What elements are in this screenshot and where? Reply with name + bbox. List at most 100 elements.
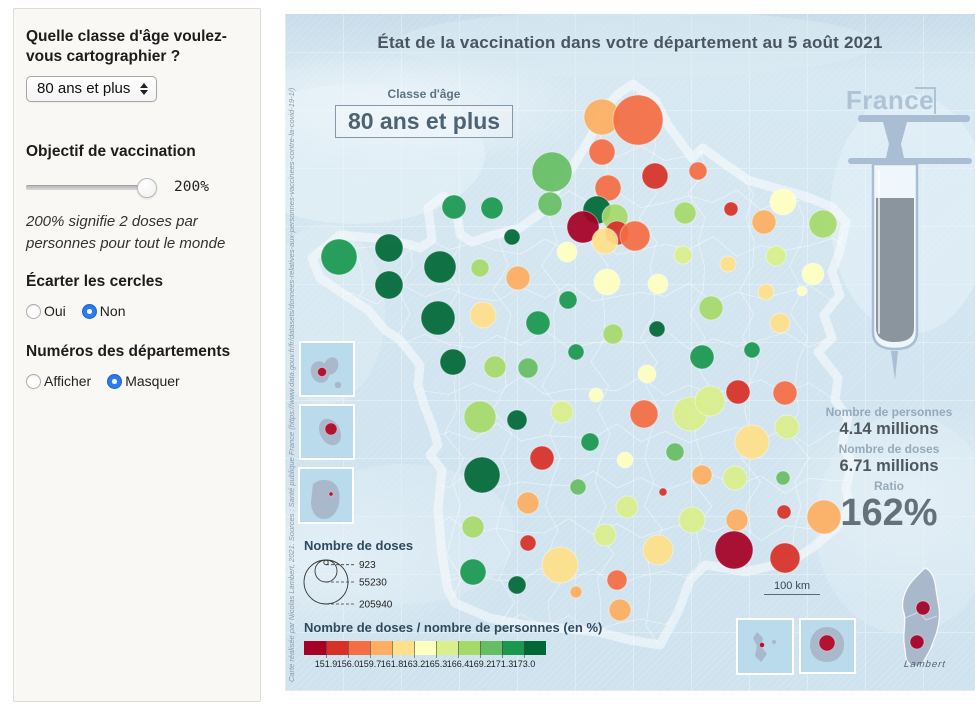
radio-icon[interactable] — [26, 373, 41, 389]
radio-option-masquer[interactable]: Masquer — [107, 373, 180, 389]
radio-option-non[interactable]: Non — [81, 303, 125, 319]
overseas-circle[interactable] — [317, 367, 327, 377]
department-circle[interactable] — [537, 191, 563, 217]
department-circle[interactable] — [516, 491, 540, 515]
overseas-circle[interactable] — [759, 642, 765, 648]
department-circle[interactable] — [776, 504, 792, 520]
department-circle[interactable] — [461, 515, 485, 539]
department-circle[interactable] — [673, 201, 697, 225]
department-circle[interactable] — [616, 451, 634, 469]
department-circle[interactable] — [541, 546, 579, 584]
slider-track[interactable] — [26, 177, 157, 198]
department-circle[interactable] — [558, 290, 578, 310]
department-circle[interactable] — [619, 220, 651, 252]
department-circle[interactable] — [647, 273, 669, 295]
department-circle[interactable] — [808, 209, 838, 239]
department-circle[interactable] — [588, 138, 616, 166]
department-circle[interactable] — [593, 523, 617, 547]
department-circle[interactable] — [658, 487, 668, 497]
department-circle[interactable] — [769, 188, 797, 216]
department-circle[interactable] — [593, 268, 621, 296]
department-circle[interactable] — [714, 530, 754, 570]
department-circle[interactable] — [469, 301, 497, 329]
department-circle[interactable] — [529, 445, 555, 471]
department-circle[interactable] — [642, 534, 674, 566]
department-circle[interactable] — [463, 456, 501, 494]
overseas-circle[interactable] — [328, 491, 334, 497]
department-circle[interactable] — [769, 542, 801, 574]
department-circle[interactable] — [665, 442, 685, 462]
department-circle[interactable] — [459, 558, 487, 586]
department-circle[interactable] — [506, 409, 528, 431]
department-circle[interactable] — [374, 233, 404, 263]
objective-slider[interactable]: 200% — [26, 177, 246, 198]
department-circle[interactable] — [641, 162, 669, 190]
department-circle[interactable] — [775, 470, 791, 486]
department-circle[interactable] — [734, 424, 770, 460]
department-circle[interactable] — [772, 380, 798, 406]
department-circle[interactable] — [550, 400, 574, 424]
department-circle[interactable] — [441, 194, 467, 220]
radio-option-afficher[interactable]: Afficher — [26, 373, 91, 389]
department-circle[interactable] — [801, 262, 825, 286]
department-circle[interactable] — [769, 312, 791, 334]
slider-thumb[interactable] — [137, 177, 157, 198]
department-circle[interactable] — [519, 534, 537, 552]
department-circle[interactable] — [463, 400, 497, 434]
department-circle[interactable] — [806, 499, 842, 535]
department-circle[interactable] — [698, 295, 724, 321]
department-circle[interactable] — [507, 575, 527, 595]
department-circle[interactable] — [757, 283, 775, 301]
department-circle[interactable] — [774, 414, 800, 440]
department-circle[interactable] — [725, 508, 749, 532]
department-circle[interactable] — [470, 258, 490, 278]
department-circle[interactable] — [909, 634, 925, 650]
department-circle[interactable] — [556, 241, 578, 263]
department-circle[interactable] — [594, 174, 622, 202]
department-circle[interactable] — [915, 600, 931, 616]
department-circle[interactable] — [569, 585, 583, 599]
radio-icon[interactable] — [81, 303, 97, 319]
department-circle[interactable] — [580, 432, 600, 452]
department-circle[interactable] — [796, 285, 808, 297]
department-circle[interactable] — [517, 357, 539, 379]
department-circle[interactable] — [503, 228, 521, 246]
department-circle[interactable] — [606, 569, 628, 591]
department-circle[interactable] — [694, 385, 726, 417]
department-circle[interactable] — [689, 344, 715, 370]
department-circle[interactable] — [743, 341, 761, 359]
radio-option-oui[interactable]: Oui — [26, 303, 66, 319]
department-circle[interactable] — [608, 598, 632, 622]
radio-icon[interactable] — [26, 303, 41, 319]
department-circle[interactable] — [566, 210, 600, 244]
department-circle[interactable] — [569, 478, 587, 496]
department-circle[interactable] — [480, 196, 504, 220]
department-circle[interactable] — [439, 348, 467, 376]
department-circle[interactable] — [374, 270, 404, 300]
department-circle[interactable] — [725, 379, 751, 405]
department-circle[interactable] — [525, 310, 551, 336]
department-circle[interactable] — [602, 323, 624, 345]
department-circle[interactable] — [320, 238, 358, 276]
department-circle[interactable] — [629, 399, 659, 429]
overseas-circle[interactable] — [324, 422, 338, 436]
department-circle[interactable] — [591, 227, 619, 255]
age-select[interactable]: 80 ans et plus — [26, 76, 158, 103]
department-circle[interactable] — [765, 245, 787, 267]
department-circle[interactable] — [722, 465, 748, 491]
department-circle[interactable] — [688, 161, 708, 181]
department-circle[interactable] — [423, 250, 457, 284]
department-circle[interactable] — [751, 209, 777, 235]
department-circle[interactable] — [719, 255, 737, 273]
department-circle[interactable] — [420, 300, 456, 336]
department-circle[interactable] — [588, 387, 604, 403]
department-circle[interactable] — [691, 464, 713, 486]
department-circle[interactable] — [637, 364, 657, 384]
department-circle[interactable] — [648, 320, 666, 338]
department-circle[interactable] — [531, 151, 573, 193]
department-circle[interactable] — [673, 245, 693, 265]
department-circle[interactable] — [612, 94, 664, 146]
overseas-circle[interactable] — [818, 634, 836, 652]
department-circle[interactable] — [505, 265, 531, 291]
department-circle[interactable] — [567, 343, 585, 361]
